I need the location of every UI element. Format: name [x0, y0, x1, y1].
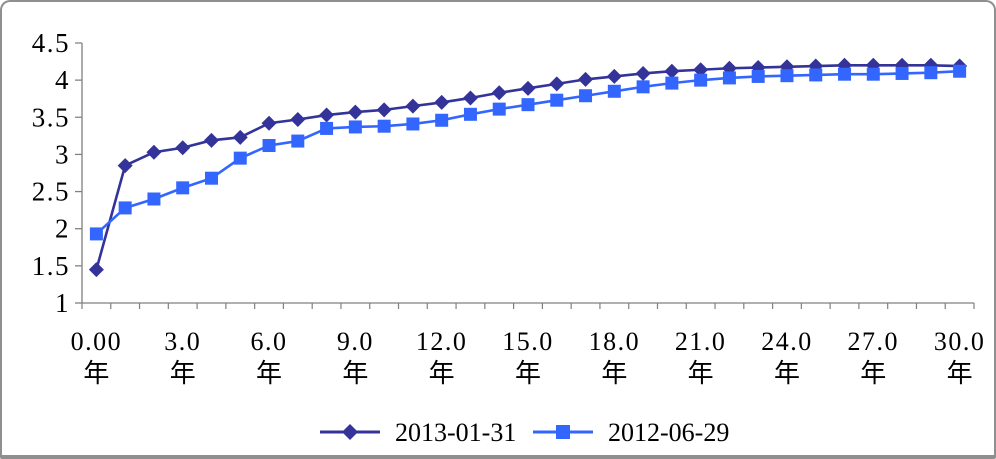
- data-point-2012-06-29: [809, 68, 823, 82]
- y-tick-label: 2: [55, 214, 70, 244]
- data-point-2012-06-29: [118, 201, 132, 215]
- x-tick-unit-label: 年: [860, 359, 886, 388]
- y-tick-label: 2.5: [32, 177, 70, 207]
- data-point-2013-01-31: [549, 76, 565, 92]
- legend-marker-diamond-icon: [342, 424, 358, 440]
- data-point-2012-06-29: [233, 151, 247, 165]
- data-point-2013-01-31: [290, 112, 306, 128]
- data-point-2012-06-29: [895, 66, 909, 80]
- data-point-2012-06-29: [320, 121, 334, 135]
- x-tick-label: 30.0: [934, 327, 986, 356]
- data-point-2012-06-29: [521, 98, 535, 112]
- data-point-2013-01-31: [319, 107, 335, 123]
- y-tick-label: 1.5: [32, 251, 70, 281]
- data-point-2012-06-29: [176, 181, 190, 195]
- data-point-2012-06-29: [262, 139, 276, 153]
- data-point-2013-01-31: [664, 63, 680, 79]
- y-tick-label: 3.5: [32, 102, 70, 132]
- y-tick-label: 4.5: [32, 28, 70, 58]
- data-point-2012-06-29: [204, 171, 218, 185]
- x-tick-label: 15.0: [502, 327, 554, 356]
- data-point-2013-01-31: [491, 85, 507, 101]
- y-tick-label: 3: [55, 139, 70, 169]
- data-point-2012-06-29: [694, 73, 708, 87]
- x-tick-label: 0.00: [71, 327, 123, 356]
- legend-marker-square-icon: [556, 425, 570, 439]
- x-tick-unit-label: 年: [947, 359, 973, 388]
- data-point-2012-06-29: [722, 71, 736, 85]
- x-tick-label: 3.0: [164, 327, 201, 356]
- data-point-2012-06-29: [866, 67, 880, 81]
- data-point-2012-06-29: [348, 120, 362, 134]
- x-tick-label: 9.0: [337, 327, 374, 356]
- x-tick-label: 24.0: [761, 327, 813, 356]
- data-point-2013-01-31: [405, 98, 421, 114]
- data-point-2012-06-29: [435, 113, 449, 127]
- x-tick-label: 6.0: [251, 327, 288, 356]
- legend-label-2013-01-31: 2013-01-31: [395, 418, 516, 447]
- data-point-2012-06-29: [550, 93, 564, 107]
- x-tick-label: 21.0: [675, 327, 727, 356]
- legend-label-2012-06-29: 2012-06-29: [608, 418, 729, 447]
- data-point-2013-01-31: [88, 262, 104, 278]
- y-tick-label: 4: [55, 65, 70, 95]
- x-tick-unit-label: 年: [774, 359, 800, 388]
- data-point-2012-06-29: [291, 134, 305, 148]
- data-point-2013-01-31: [146, 144, 162, 160]
- data-point-2013-01-31: [635, 65, 651, 81]
- data-point-2013-01-31: [693, 62, 709, 78]
- data-point-2013-01-31: [376, 102, 392, 118]
- x-tick-label: 18.0: [589, 327, 641, 356]
- x-tick-label: 12.0: [416, 327, 468, 356]
- data-point-2012-06-29: [780, 69, 794, 83]
- x-tick-unit-label: 年: [342, 359, 368, 388]
- data-point-2012-06-29: [406, 117, 420, 131]
- data-point-2013-01-31: [203, 132, 219, 148]
- data-point-2013-01-31: [462, 90, 478, 106]
- data-point-2012-06-29: [377, 119, 391, 133]
- x-tick-unit-label: 年: [170, 359, 196, 388]
- data-point-2012-06-29: [89, 227, 103, 241]
- data-point-2012-06-29: [953, 64, 967, 78]
- data-point-2012-06-29: [636, 80, 650, 94]
- data-point-2012-06-29: [838, 67, 852, 81]
- data-point-2012-06-29: [147, 192, 161, 206]
- y-tick-label: 1: [55, 288, 70, 318]
- data-point-2013-01-31: [606, 68, 622, 84]
- data-point-2013-01-31: [347, 104, 363, 120]
- data-point-2013-01-31: [261, 115, 277, 131]
- data-point-2012-06-29: [463, 107, 477, 121]
- x-tick-unit-label: 年: [429, 359, 455, 388]
- data-point-2012-06-29: [665, 76, 679, 90]
- data-point-2012-06-29: [579, 89, 593, 103]
- x-tick-unit-label: 年: [601, 359, 627, 388]
- data-point-2012-06-29: [924, 66, 938, 80]
- data-point-2013-01-31: [520, 80, 536, 96]
- x-tick-unit-label: 年: [256, 359, 282, 388]
- data-point-2013-01-31: [117, 158, 133, 174]
- x-tick-label: 27.0: [848, 327, 900, 356]
- x-tick-unit-label: 年: [83, 359, 109, 388]
- data-point-2013-01-31: [434, 94, 450, 110]
- data-point-2013-01-31: [232, 129, 248, 145]
- data-point-2012-06-29: [751, 69, 765, 83]
- x-tick-unit-label: 年: [515, 359, 541, 388]
- data-point-2012-06-29: [607, 84, 621, 98]
- data-point-2012-06-29: [492, 102, 506, 116]
- data-point-2013-01-31: [175, 140, 191, 156]
- x-tick-unit-label: 年: [688, 359, 714, 388]
- data-point-2013-01-31: [578, 71, 594, 87]
